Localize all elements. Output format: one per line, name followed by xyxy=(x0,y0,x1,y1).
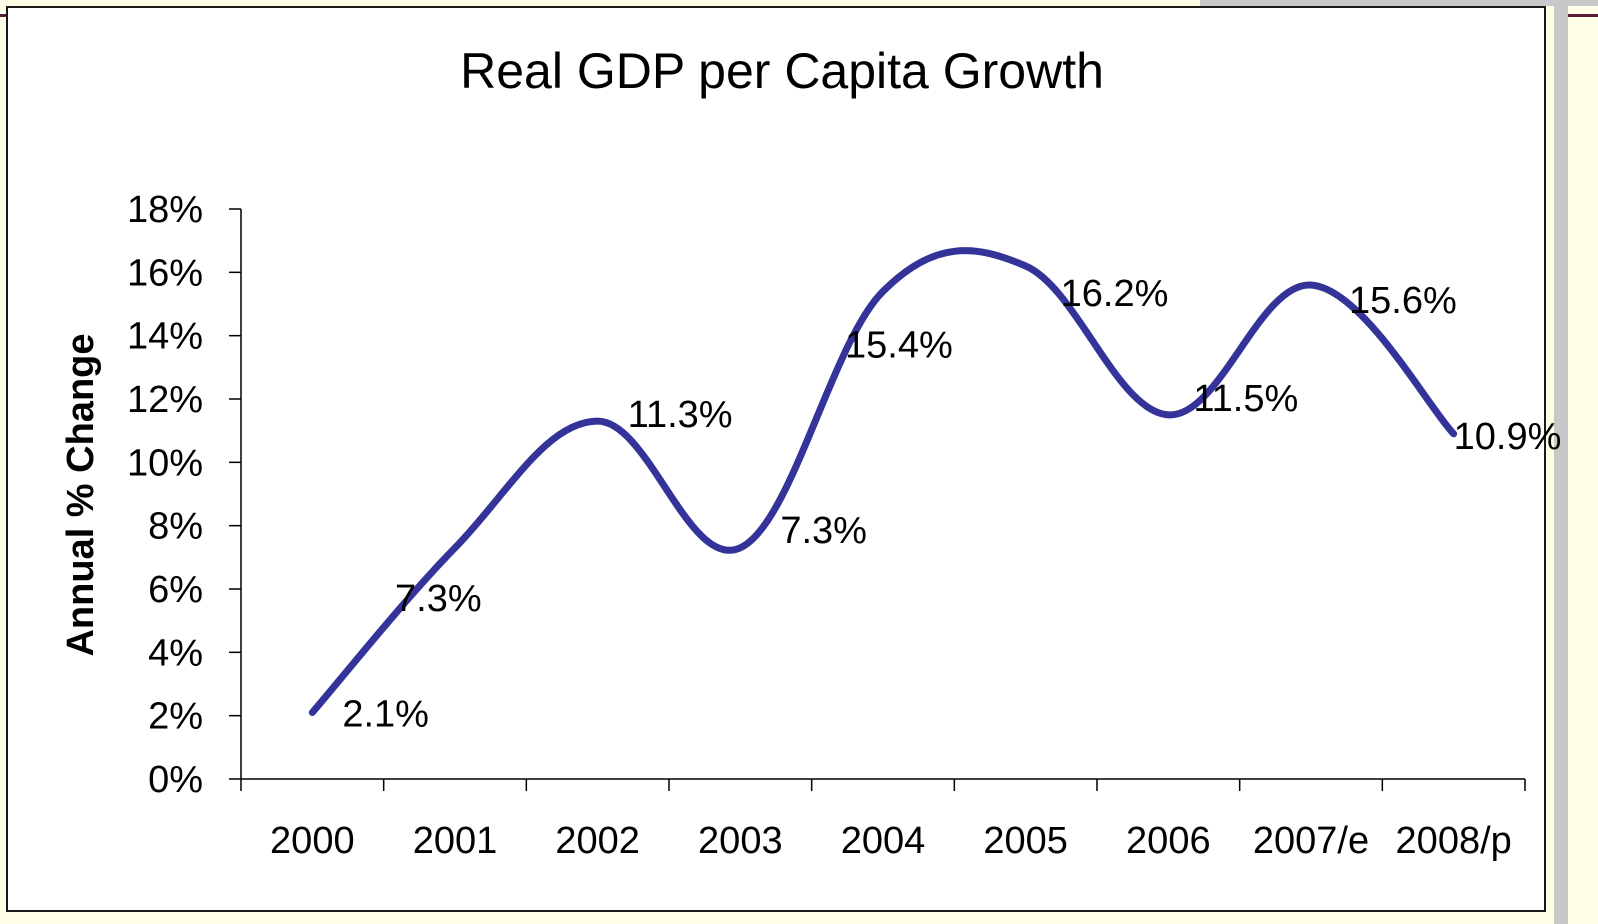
y-tick-label: 14% xyxy=(127,316,203,358)
y-tick-label: 4% xyxy=(148,632,203,674)
x-tick-label: 2004 xyxy=(841,820,926,862)
axes: 0% 2% 4% 6% 8% 10% 12% 14% 16% 18% 2000 2001 2002 200… xyxy=(127,189,1526,862)
chart-frame xyxy=(6,6,1546,912)
y-tick-label: 2% xyxy=(148,696,203,738)
y-tick-label: 8% xyxy=(148,506,203,548)
y-tick-label: 6% xyxy=(148,569,203,611)
x-tick-label: 2000 xyxy=(270,820,355,862)
x-tick-label: 2008/p xyxy=(1396,820,1512,862)
series-line-group xyxy=(308,247,1458,716)
y-tick-label: 12% xyxy=(127,379,203,421)
x-tick-label: 2003 xyxy=(698,820,783,862)
data-label: 11.3% xyxy=(628,394,733,436)
data-label-group: 2.1% 7.3% 11.3% 7.3% 15.4% 16.2% 11.5% 15.6% 10.… xyxy=(342,273,1561,736)
x-tick-label: 2001 xyxy=(413,820,498,862)
data-label: 15.6% xyxy=(1349,280,1457,322)
y-tick-label: 16% xyxy=(127,252,203,294)
data-label: 7.3% xyxy=(780,510,867,552)
x-tick-label: 2005 xyxy=(983,820,1068,862)
y-tick-label: 10% xyxy=(127,442,203,484)
y-axis-label: Annual % Change xyxy=(60,333,102,656)
data-label: 7.3% xyxy=(395,578,482,620)
left-accent-line xyxy=(0,14,6,17)
y-tick-label: 0% xyxy=(148,759,203,801)
right-accent-line xyxy=(1568,14,1598,17)
chart-title: Real GDP per Capita Growth xyxy=(460,43,1104,99)
x-tick-label: 2006 xyxy=(1126,820,1211,862)
top-accent xyxy=(1200,0,1598,6)
x-tick-label: 2007/e xyxy=(1253,820,1369,862)
y-tick-label: 18% xyxy=(127,189,203,231)
scroll-strip xyxy=(1554,0,1568,924)
data-label: 16.2% xyxy=(1061,273,1169,315)
series-line xyxy=(308,247,1458,716)
data-label: 2.1% xyxy=(342,694,429,736)
data-label: 15.4% xyxy=(845,324,953,366)
x-tick-label: 2002 xyxy=(555,820,640,862)
data-label: 10.9% xyxy=(1454,416,1562,458)
data-label: 11.5% xyxy=(1193,378,1298,420)
